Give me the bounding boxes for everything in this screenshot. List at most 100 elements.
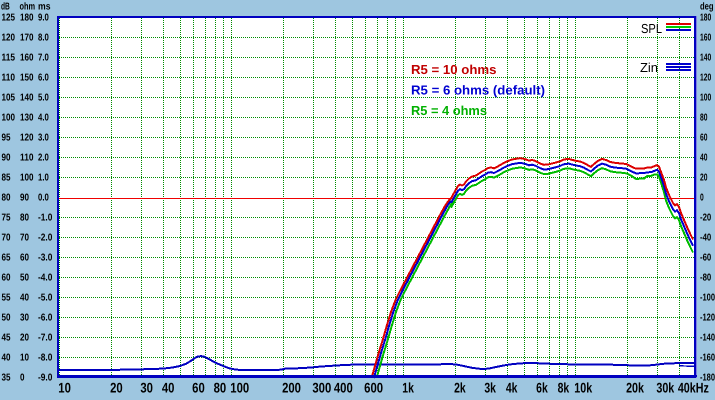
svg-text:105: 105 (2, 93, 16, 104)
svg-text:140: 140 (700, 53, 712, 64)
svg-text:R5 = 6 ohms (default): R5 = 6 ohms (default) (411, 83, 545, 98)
svg-text:140: 140 (20, 93, 34, 104)
svg-text:40: 40 (2, 353, 11, 364)
svg-text:1.0: 1.0 (38, 173, 49, 184)
svg-text:50: 50 (20, 273, 29, 284)
svg-text:2k: 2k (454, 380, 466, 396)
svg-text:120: 120 (700, 73, 712, 84)
svg-text:180: 180 (700, 13, 712, 24)
svg-text:10: 10 (20, 353, 29, 364)
svg-text:130: 130 (20, 113, 34, 124)
svg-text:SPL: SPL (641, 21, 662, 36)
svg-text:60: 60 (2, 273, 11, 284)
svg-text:40kHz: 40kHz (678, 380, 709, 396)
svg-text:160: 160 (700, 33, 712, 44)
svg-text:70: 70 (2, 233, 11, 244)
svg-text:30: 30 (20, 313, 29, 324)
svg-text:65: 65 (2, 253, 11, 264)
svg-text:3.0: 3.0 (38, 133, 49, 144)
svg-text:Zin: Zin (640, 60, 658, 75)
svg-text:125: 125 (2, 13, 16, 24)
svg-text:75: 75 (2, 213, 11, 224)
svg-text:deg: deg (700, 2, 714, 13)
svg-text:-60: -60 (700, 253, 712, 264)
svg-text:7.0: 7.0 (38, 53, 49, 64)
svg-text:-8.0: -8.0 (38, 353, 53, 364)
svg-text:400: 400 (334, 380, 353, 396)
svg-text:-140: -140 (700, 333, 715, 344)
svg-text:-20: -20 (700, 213, 712, 224)
svg-text:R5 = 4 ohms: R5 = 4 ohms (411, 103, 487, 118)
svg-text:40: 40 (162, 380, 175, 396)
svg-text:R5 = 10 ohms: R5 = 10 ohms (411, 62, 497, 77)
svg-text:80: 80 (20, 213, 29, 224)
svg-text:10: 10 (58, 380, 71, 396)
svg-text:60: 60 (700, 133, 708, 144)
svg-text:100: 100 (20, 173, 34, 184)
svg-text:160: 160 (20, 53, 34, 64)
svg-text:120: 120 (20, 133, 34, 144)
svg-text:60: 60 (20, 253, 29, 264)
svg-text:-7.0: -7.0 (38, 333, 53, 344)
svg-text:5.0: 5.0 (38, 93, 49, 104)
svg-text:8.0: 8.0 (38, 33, 49, 44)
svg-text:100: 100 (230, 380, 249, 396)
svg-text:95: 95 (2, 133, 11, 144)
svg-text:-180: -180 (700, 373, 715, 384)
svg-text:ohm: ohm (20, 2, 36, 13)
svg-text:35: 35 (2, 373, 11, 384)
svg-text:80: 80 (2, 193, 11, 204)
svg-text:115: 115 (2, 53, 16, 64)
svg-text:-40: -40 (700, 233, 712, 244)
svg-text:300: 300 (312, 380, 331, 396)
svg-text:-9.0: -9.0 (38, 373, 53, 384)
svg-text:100: 100 (700, 93, 712, 104)
svg-text:85: 85 (2, 173, 11, 184)
svg-text:20: 20 (20, 333, 29, 344)
svg-text:40: 40 (20, 293, 29, 304)
svg-text:8k: 8k (558, 380, 570, 396)
svg-text:60: 60 (192, 380, 205, 396)
svg-text:150: 150 (20, 73, 34, 84)
svg-text:4k: 4k (506, 380, 518, 396)
svg-text:40: 40 (700, 153, 708, 164)
svg-text:30k: 30k (656, 380, 674, 396)
svg-text:30: 30 (140, 380, 153, 396)
svg-text:600: 600 (364, 380, 383, 396)
svg-text:-2.0: -2.0 (38, 233, 53, 244)
svg-text:0: 0 (700, 193, 704, 204)
svg-text:120: 120 (2, 33, 16, 44)
svg-text:180: 180 (20, 13, 34, 24)
svg-text:20: 20 (110, 380, 123, 396)
svg-text:dB: dB (1, 2, 10, 13)
svg-text:1k: 1k (402, 380, 414, 396)
svg-text:-6.0: -6.0 (38, 313, 53, 324)
svg-text:200: 200 (282, 380, 301, 396)
svg-text:4.0: 4.0 (38, 113, 49, 124)
svg-text:10k: 10k (574, 380, 592, 396)
svg-text:100: 100 (2, 113, 16, 124)
svg-text:ms: ms (38, 2, 51, 13)
svg-text:3k: 3k (484, 380, 496, 396)
svg-text:170: 170 (20, 33, 34, 44)
svg-text:90: 90 (20, 193, 29, 204)
svg-text:110: 110 (2, 73, 16, 84)
svg-text:20k: 20k (626, 380, 644, 396)
svg-text:45: 45 (2, 333, 11, 344)
svg-text:50: 50 (2, 313, 11, 324)
svg-text:-4.0: -4.0 (38, 273, 53, 284)
svg-text:20: 20 (700, 173, 708, 184)
svg-text:6.0: 6.0 (38, 73, 49, 84)
svg-text:-160: -160 (700, 353, 715, 364)
svg-text:6k: 6k (536, 380, 548, 396)
svg-text:80: 80 (214, 380, 227, 396)
svg-text:-120: -120 (700, 313, 715, 324)
svg-text:2.0: 2.0 (38, 153, 49, 164)
svg-text:-5.0: -5.0 (38, 293, 53, 304)
svg-text:-80: -80 (700, 273, 712, 284)
svg-text:9.0: 9.0 (38, 13, 49, 24)
svg-text:-100: -100 (700, 293, 715, 304)
svg-text:55: 55 (2, 293, 11, 304)
svg-text:110: 110 (20, 153, 34, 164)
svg-text:80: 80 (700, 113, 708, 124)
